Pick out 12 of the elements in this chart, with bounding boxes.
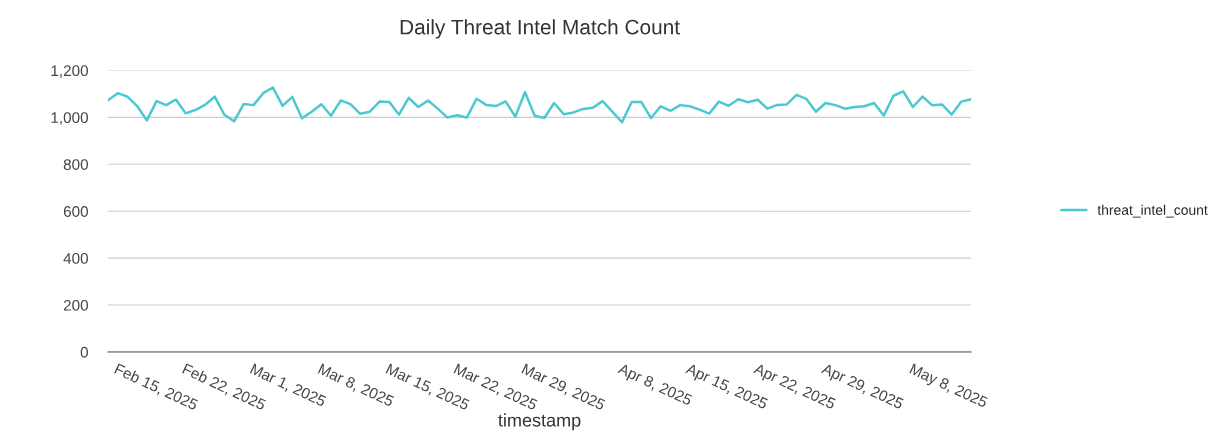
y-tick-label: 600 [63,206,89,217]
legend-label: threat_intel_count [1097,204,1208,218]
x-axis-title: timestamp [498,413,581,431]
x-tick-label: May 8, 2025 [908,363,989,411]
y-tick-label: 800 [63,159,89,170]
y-tick-label: 1,000 [51,112,89,125]
line-series [108,86,972,124]
y-tick-label: 1,200 [51,65,89,78]
y-tick-label: 400 [63,253,89,264]
y-tick-label: 0 [80,346,89,358]
chart-title: Daily Threat Intel Match Count [400,19,680,39]
y-tick-label: 200 [63,299,89,311]
